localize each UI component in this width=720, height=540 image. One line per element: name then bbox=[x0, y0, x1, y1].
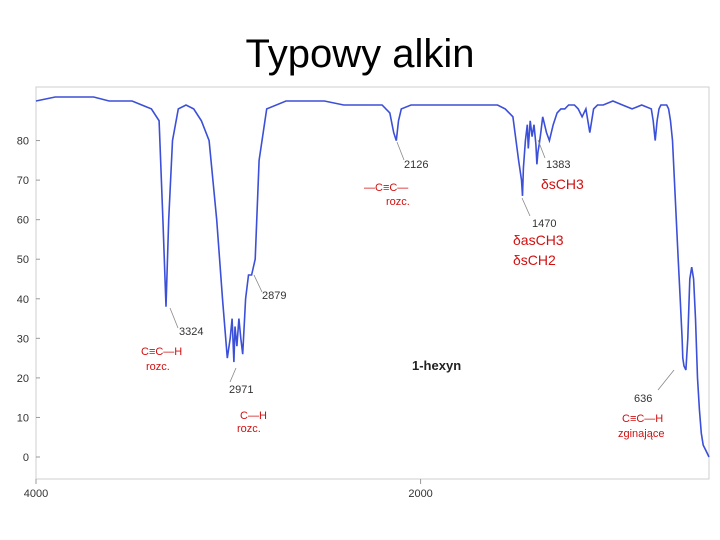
x-tick-label: 4000 bbox=[24, 488, 48, 500]
y-tick-label: 20 bbox=[17, 373, 29, 385]
bend-label-ds-ch2: δsCH2 bbox=[513, 252, 556, 268]
peak-label-1383: 1383 bbox=[546, 159, 570, 171]
compound-label: 1-hexyn bbox=[412, 358, 461, 373]
page-title: Typowy alkin bbox=[245, 32, 475, 76]
peak-label-636: 636 bbox=[634, 393, 652, 405]
peak-label-1470: 1470 bbox=[532, 218, 556, 230]
bond-note-2971: rozc. bbox=[237, 423, 261, 435]
y-tick-label: 0 bbox=[23, 452, 29, 464]
bond-note-2126: rozc. bbox=[386, 196, 410, 208]
peak-label-2879: 2879 bbox=[262, 290, 286, 302]
peak-label-2971: 2971 bbox=[229, 384, 253, 396]
bond-label-2126: —C≡C— bbox=[364, 182, 408, 194]
y-tick-label: 40 bbox=[17, 294, 29, 306]
bend-label-ds-ch3: δsCH3 bbox=[541, 176, 584, 192]
bond-label-2971: C—H bbox=[240, 410, 267, 422]
x-axis: 4000 2000 bbox=[24, 479, 433, 500]
x-tick-label: 2000 bbox=[408, 488, 432, 500]
y-tick-label: 70 bbox=[17, 175, 29, 187]
y-tick-label: 50 bbox=[17, 254, 29, 266]
y-tick-label: 80 bbox=[17, 136, 29, 148]
bond-label-636: C≡C—H bbox=[622, 413, 663, 425]
y-tick-label: 30 bbox=[17, 333, 29, 345]
bond-note-636: zginające bbox=[618, 428, 664, 440]
y-tick-label: 10 bbox=[17, 412, 29, 424]
bond-label-3324: C≡C—H bbox=[141, 346, 182, 358]
bend-label-das-ch3: δasCH3 bbox=[513, 232, 564, 248]
spectrum-line bbox=[35, 96, 710, 458]
y-axis: 0 10 20 30 40 50 60 70 80 bbox=[17, 136, 40, 464]
plot-frame bbox=[35, 86, 710, 480]
y-tick-label: 60 bbox=[17, 215, 29, 227]
bond-note-3324: rozc. bbox=[146, 361, 170, 373]
annotation-leaders bbox=[169, 139, 675, 391]
peak-label-2126: 2126 bbox=[404, 159, 428, 171]
peak-label-3324: 3324 bbox=[179, 326, 203, 338]
